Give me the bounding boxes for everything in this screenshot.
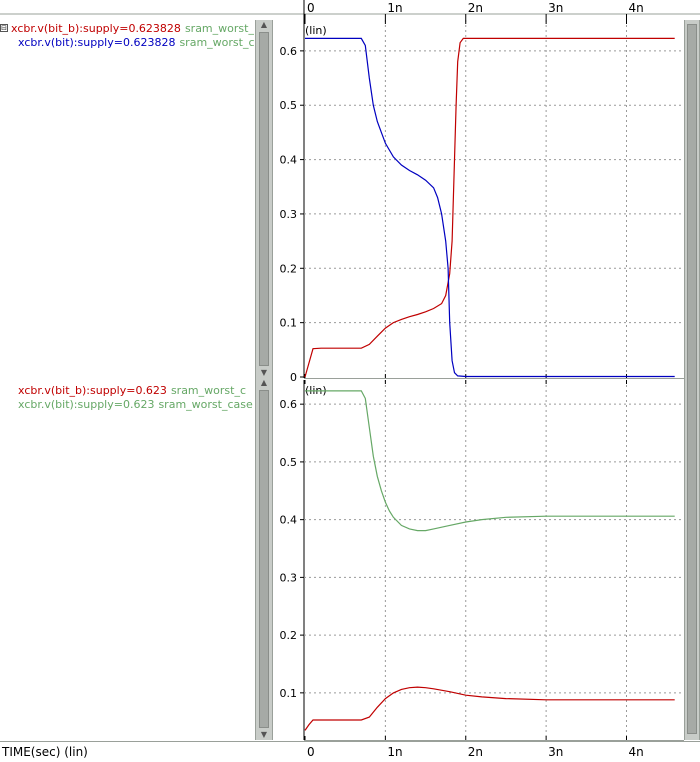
legend-signal-label: xcbr.v(bit):supply=0.623 xyxy=(18,398,155,411)
time-axis-tick-label: 4n xyxy=(629,1,644,15)
scroll-down-icon[interactable]: ▼ xyxy=(260,730,268,739)
bottom-time-tick-label: 0 xyxy=(307,745,315,759)
series-line-1 xyxy=(304,686,675,731)
y-tick-label: 0.3 xyxy=(280,208,298,221)
legend-entry-bit-b-top[interactable]: ⊟ xcbr.v(bit_b):supply=0.623828 sram_worst… xyxy=(0,22,254,36)
legend-entry-bit-bottom[interactable]: xcbr.v(bit):supply=0.623 sram_worst_case xyxy=(0,398,254,412)
y-tick-label: 0.2 xyxy=(280,629,298,642)
time-axis-tick-label: 3n xyxy=(548,1,563,15)
x-axis-label: TIME(sec) (lin) xyxy=(2,745,88,759)
bottom-time-tick-label: 1n xyxy=(387,745,403,759)
legend-source-label: sram_worst_c xyxy=(179,36,254,49)
scroll-thumb[interactable] xyxy=(259,32,269,366)
waveform-chart: 0 0.1 0.2 0.3 0.4 0.5 0.6 (lin) 0.1 0.2 0.3 0.4 0.5 0… xyxy=(0,0,700,741)
y-tick-label: 0.6 xyxy=(280,45,298,58)
y-tick-label: 0.5 xyxy=(280,99,298,112)
y-tick-label: 0.1 xyxy=(280,687,298,700)
scroll-up-icon[interactable]: ▲ xyxy=(260,20,268,29)
legend-entry-bit-b-bottom[interactable]: xcbr.v(bit_b):supply=0.623 sram_worst_c xyxy=(0,384,254,398)
series-line-2 xyxy=(305,37,675,378)
y-tick-label: 0.3 xyxy=(280,571,298,584)
scale-label: (lin) xyxy=(305,24,327,37)
bottom-time-tick-label: 4n xyxy=(628,745,644,759)
legend-source-label: sram_worst_c xyxy=(184,22,254,35)
scroll-up-icon[interactable]: ▲ xyxy=(260,378,268,387)
time-axis-tick-label: 0 xyxy=(307,1,315,15)
time-axis-tick-label: 1n xyxy=(387,1,402,15)
scroll-thumb[interactable] xyxy=(259,390,269,728)
legend-entry-bit-top[interactable]: xcbr.v(bit):supply=0.623828 sram_worst_c xyxy=(0,36,254,50)
bottom-time-tick-label: 3n xyxy=(548,745,564,759)
y-tick-label: 0.6 xyxy=(280,398,298,411)
status-bar: TIME(sec) (lin) 0 1n 2n 3n 4n xyxy=(0,741,700,761)
y-tick-label: 0.2 xyxy=(280,262,298,275)
series-line-2 xyxy=(305,390,675,532)
y-tick-label: 0.5 xyxy=(280,456,298,469)
legend-source-label: sram_worst_case xyxy=(158,398,253,411)
y-tick-label: 0.4 xyxy=(280,514,298,527)
bottom-time-tick-label: 2n xyxy=(467,745,483,759)
legend-panel-top: ⊟ xcbr.v(bit_b):supply=0.623828 sram_worst… xyxy=(0,22,254,372)
y-tick-label: 0.1 xyxy=(280,317,298,330)
scroll-thumb[interactable] xyxy=(687,24,697,734)
legend-scrollbar-top[interactable]: ▲ ▼ xyxy=(255,20,273,378)
legend-signal-label: xcbr.v(bit_b):supply=0.623 xyxy=(18,384,167,397)
y-tick-label: 0 xyxy=(290,371,297,384)
legend-signal-label: xcbr.v(bit_b):supply=0.623828 xyxy=(11,22,181,35)
legend-scrollbar-bottom[interactable]: ▲ ▼ xyxy=(255,378,273,740)
scroll-down-icon[interactable]: ▼ xyxy=(260,368,268,377)
legend-panel-bottom: xcbr.v(bit_b):supply=0.623 sram_worst_c x… xyxy=(0,384,254,734)
collapse-icon[interactable]: ⊟ xyxy=(0,24,8,32)
y-tick-label: 0.4 xyxy=(280,154,298,167)
legend-source-label: sram_worst_c xyxy=(170,384,246,397)
series-line-1 xyxy=(304,37,675,378)
legend-signal-label: xcbr.v(bit):supply=0.623828 xyxy=(18,36,176,49)
time-axis-tick-label: 2n xyxy=(468,1,483,15)
